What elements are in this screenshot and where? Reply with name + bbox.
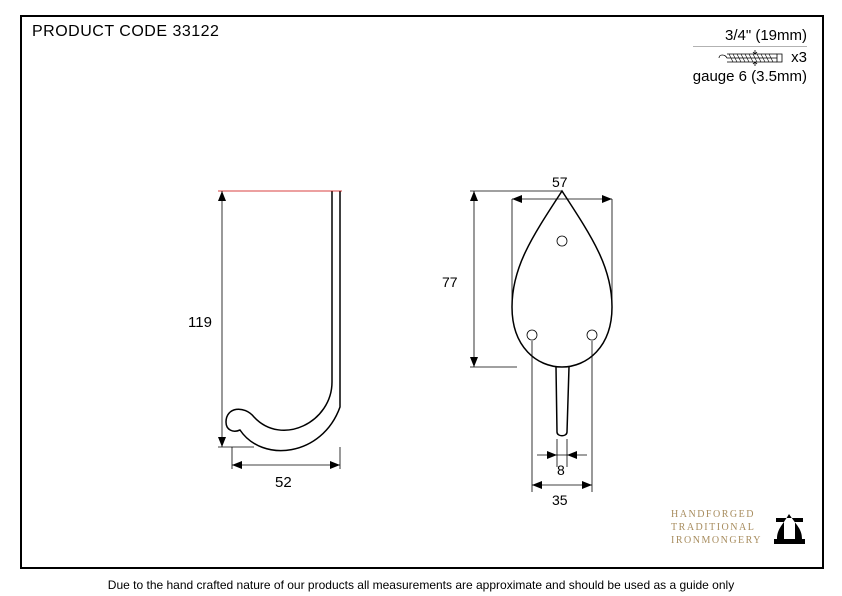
side-height-arrow-bot: [218, 437, 226, 447]
side-height-dim: 119: [188, 314, 212, 331]
overall-width-dim: 35: [552, 492, 568, 508]
leaf-height-dim: 77: [442, 274, 458, 290]
stem-arrow-left: [547, 451, 557, 459]
stem-arrow-right: [567, 451, 577, 459]
brand-line2: TRADITIONAL: [671, 521, 762, 534]
screw-hole-right: [587, 330, 597, 340]
screw-hole-top: [557, 236, 567, 246]
footer-disclaimer: Due to the hand crafted nature of our pr…: [0, 578, 842, 592]
leaf-height-arrow-bot: [470, 357, 478, 367]
brand-line3: IRONMONGERY: [671, 534, 762, 547]
stem-width-dim: 8: [557, 462, 565, 478]
leaf-height-arrow-top: [470, 191, 478, 201]
overall-arrow-right: [582, 481, 592, 489]
anvil-logo-icon: [772, 514, 807, 549]
side-width-arrow-left: [232, 461, 242, 469]
front-top-arrow-left: [512, 195, 522, 203]
leaf-outline: [512, 191, 612, 367]
front-top-dim: 57: [552, 174, 568, 190]
hook-side-outline: [226, 191, 340, 451]
brand-text: HANDFORGED TRADITIONAL IRONMONGERY: [671, 508, 762, 547]
side-height-arrow-top: [218, 191, 226, 201]
side-width-dim: 52: [275, 474, 292, 491]
front-top-arrow-right: [602, 195, 612, 203]
brand-line1: HANDFORGED: [671, 508, 762, 521]
overall-arrow-left: [532, 481, 542, 489]
screw-hole-left: [527, 330, 537, 340]
stem-outline: [556, 367, 569, 436]
drawing-frame: PRODUCT CODE 33122 3/4" (19mm) x3 gauge …: [20, 15, 824, 569]
side-width-arrow-right: [330, 461, 340, 469]
technical-drawing: 119 52 57 77 8 35: [22, 17, 822, 567]
